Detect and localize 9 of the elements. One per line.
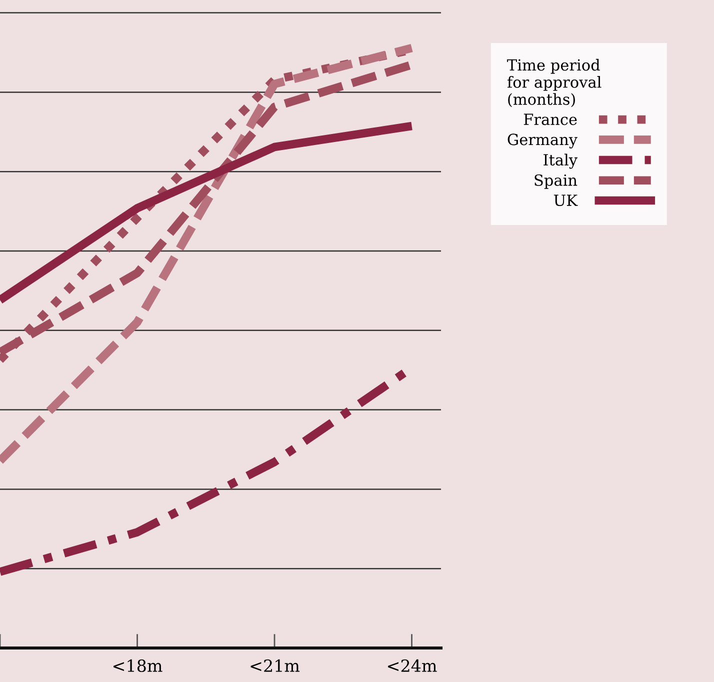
legend-label: France — [524, 114, 577, 126]
x-tick-label: <24m — [388, 659, 437, 672]
legend-title: Time period for approval (months) — [507, 58, 602, 108]
legend-label: UK — [554, 194, 578, 206]
x-tick-label: <18m — [114, 659, 162, 672]
legend-label: Germany — [508, 134, 578, 148]
x-tick-label: <21m — [250, 659, 300, 672]
legend-label: Spain — [534, 174, 578, 189]
legend-label: Italy — [544, 154, 578, 169]
